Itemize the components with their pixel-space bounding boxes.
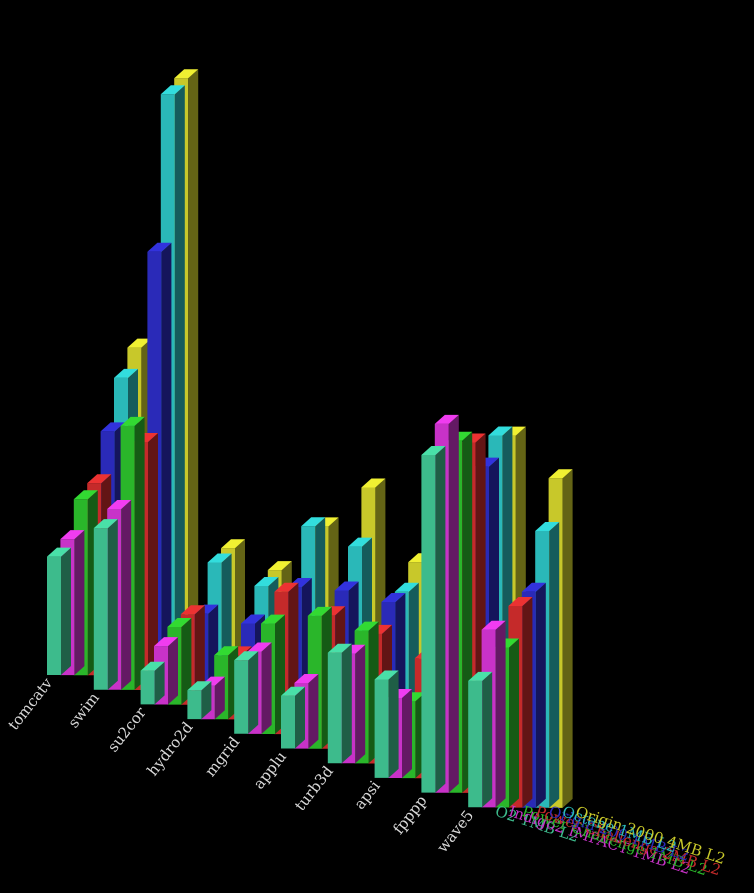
tick-label-swim: swim xyxy=(64,689,103,731)
tick-label-tomcatv: tomcatv xyxy=(4,674,56,734)
bar-mgrid-o2-1mb-l2 xyxy=(234,651,259,734)
tick-label-wave5: wave5 xyxy=(433,807,477,856)
bar-fpppp-o2-1mb-l2 xyxy=(421,446,446,793)
bar-applu-o2-1mb-l2 xyxy=(281,686,305,749)
tick-label-mgrid: mgrid xyxy=(201,733,243,780)
bar-swim-o2-1mb-l2 xyxy=(93,519,118,690)
bar-turb3d-o2-1mb-l2 xyxy=(327,643,352,764)
tick-label-applu: applu xyxy=(250,748,291,793)
tick-label-hydro2d: hydro2d xyxy=(144,718,197,779)
bar-su2cor-o2-1mb-l2 xyxy=(140,661,165,705)
tick-label-turb3d: turb3d xyxy=(291,762,337,814)
tick-label-apsi: apsi xyxy=(350,777,383,813)
bar-apsi-o2-1mb-l2 xyxy=(374,670,399,778)
tick-label-su2cor: su2cor xyxy=(104,703,150,755)
bar-wave5-o2-1mb-l2 xyxy=(468,671,493,808)
tick-label-fpppp: fpppp xyxy=(389,792,430,838)
bars-layer xyxy=(47,69,573,808)
bar-tomcatv-o2-1mb-l2 xyxy=(47,547,71,675)
bar-hydro2d-o2-1mb-l2 xyxy=(187,681,212,720)
